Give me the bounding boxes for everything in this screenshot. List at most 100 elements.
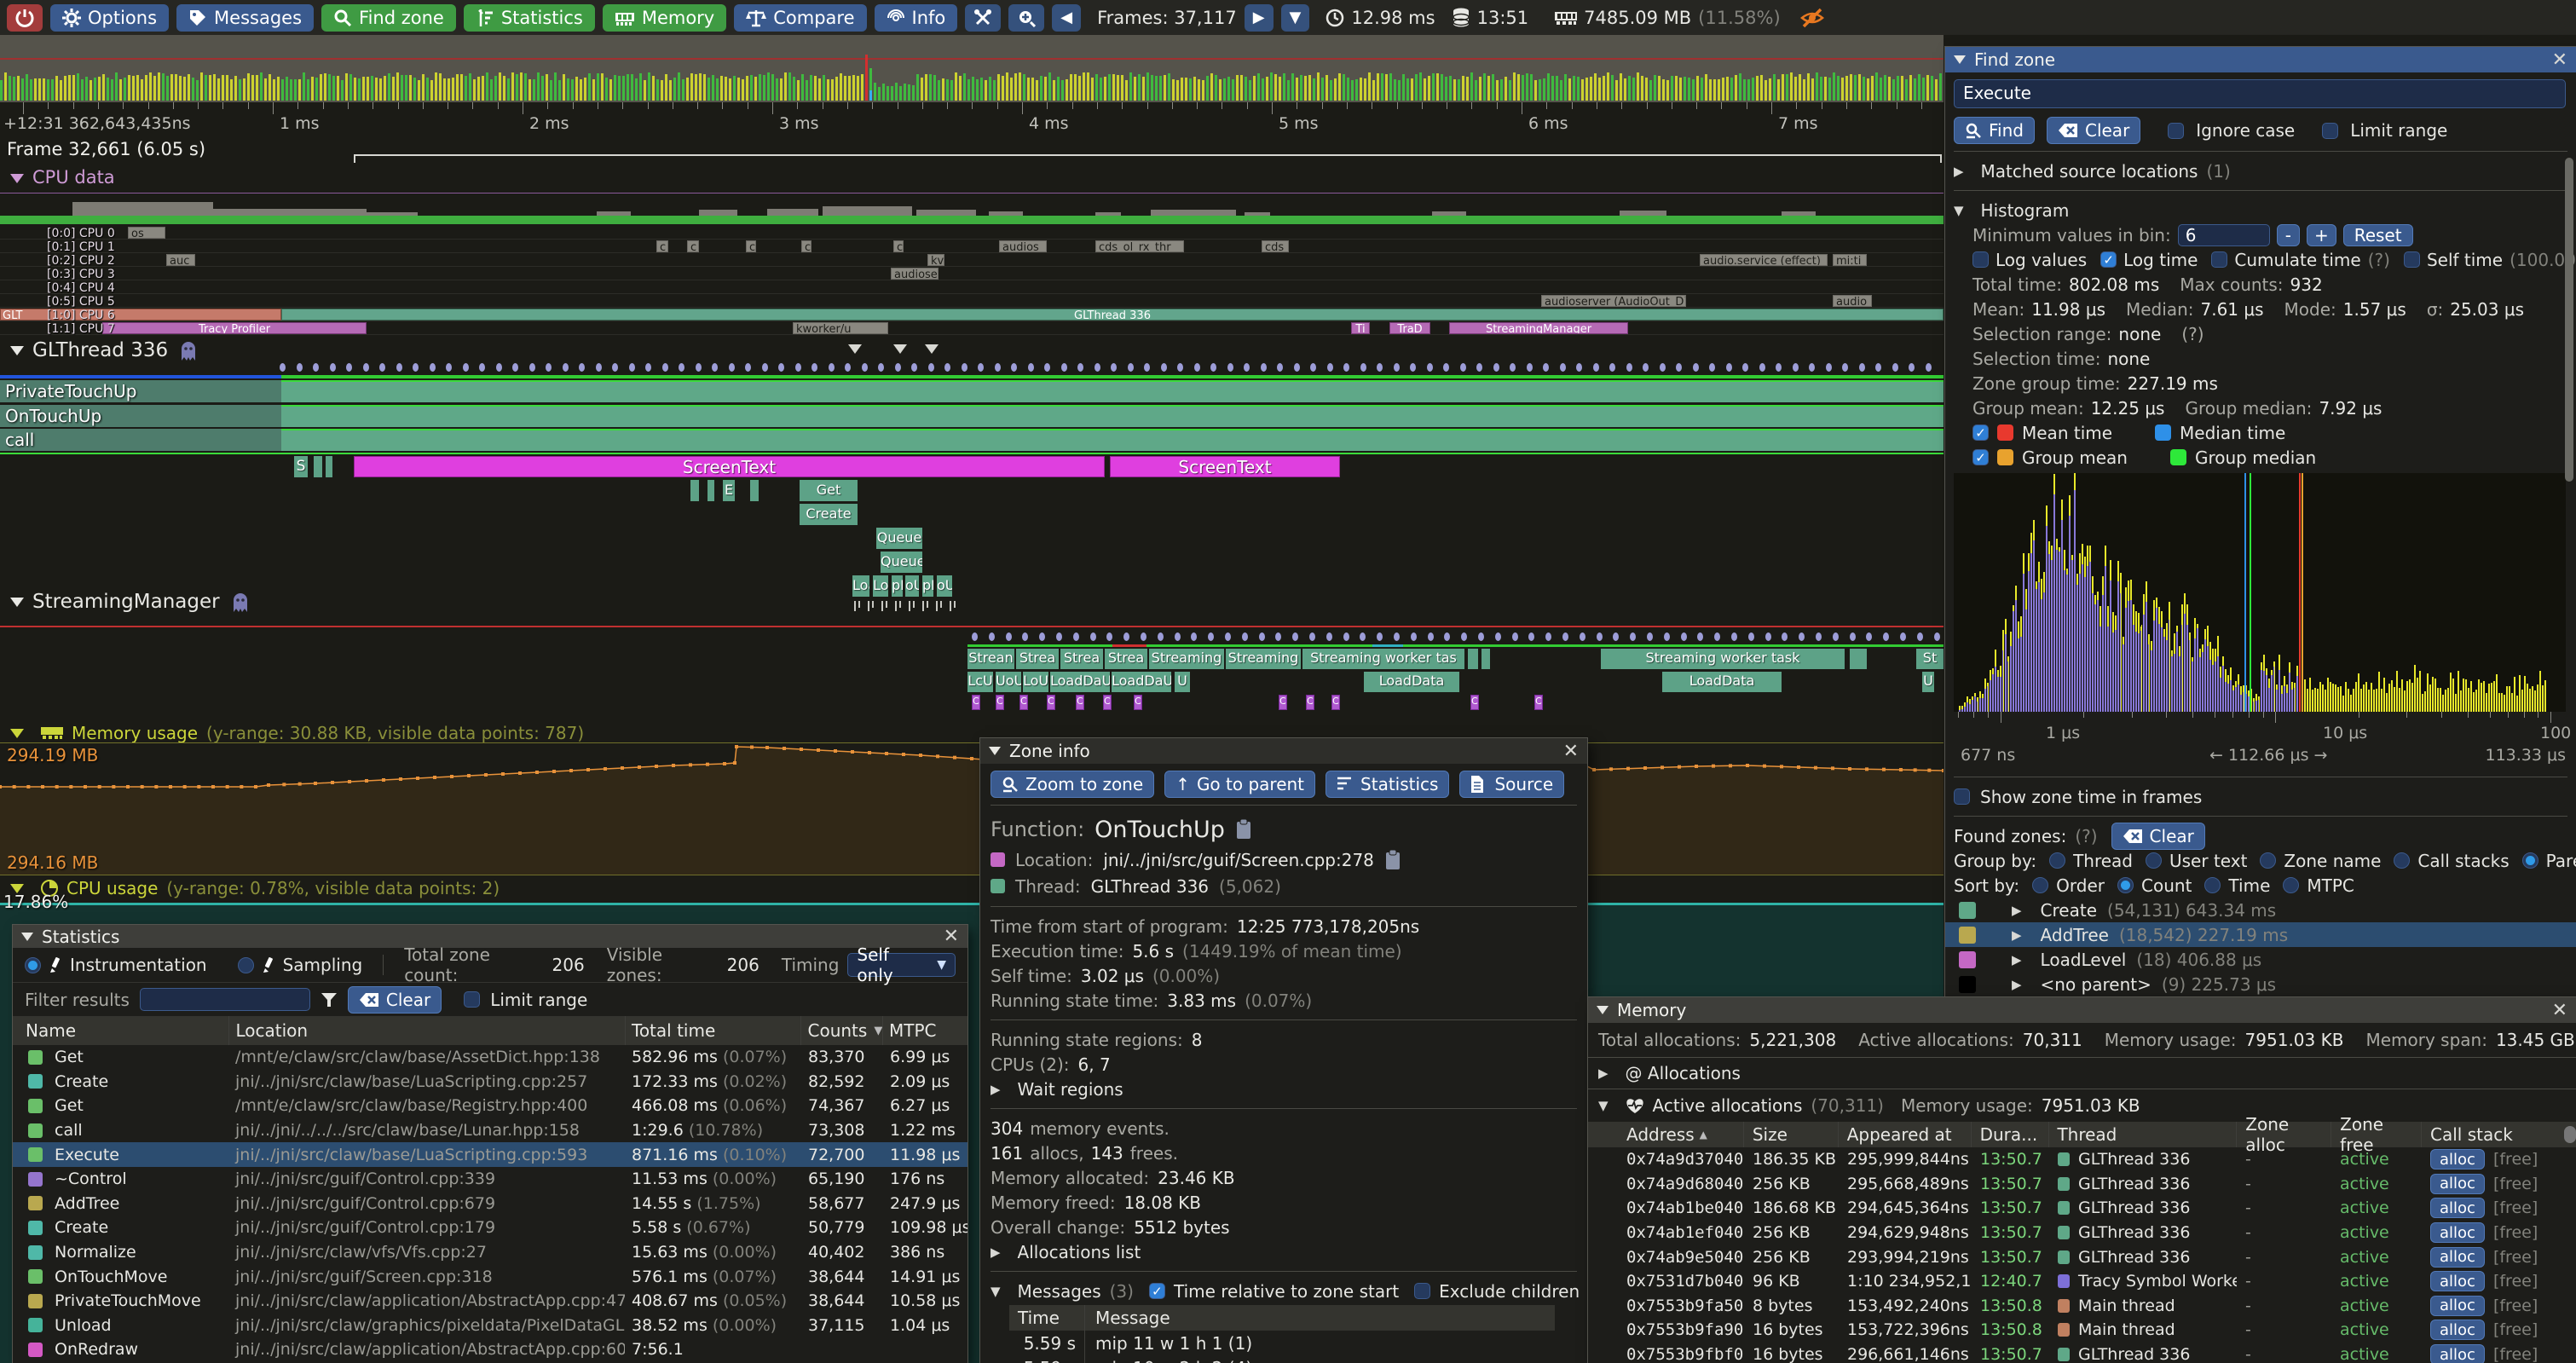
frame-bar[interactable] <box>209 75 211 101</box>
matched-source-locations[interactable]: ▶ Matched source locations (1) <box>1954 159 2567 183</box>
frame-bar[interactable] <box>1509 80 1511 101</box>
frame-bar[interactable] <box>1159 76 1162 101</box>
frame-bar[interactable] <box>1615 80 1618 101</box>
frame-bar[interactable] <box>1534 80 1537 101</box>
frame-bar[interactable] <box>648 72 650 101</box>
frame-bar[interactable] <box>1266 77 1268 101</box>
frame-bar[interactable] <box>1176 80 1179 101</box>
table-row[interactable]: call jni/../jni/../../../src/claw/base/Lu… <box>13 1118 967 1143</box>
frame-bar[interactable] <box>614 75 616 101</box>
frame-bar[interactable] <box>985 80 987 101</box>
message-dot-icon[interactable] <box>1461 632 1468 641</box>
frame-bar[interactable] <box>1287 80 1290 101</box>
frame-bar[interactable] <box>439 73 442 101</box>
frame-bar[interactable] <box>1492 74 1494 101</box>
message-dot-icon[interactable] <box>972 632 978 641</box>
frame-bar[interactable] <box>720 76 723 101</box>
message-dot-icon[interactable] <box>1089 632 1096 641</box>
frame-bar[interactable] <box>264 78 267 101</box>
frame-bar[interactable] <box>1146 72 1149 101</box>
zone-info-button-source[interactable]: Source <box>1459 771 1565 798</box>
glthread-header[interactable]: GLThread 336 <box>10 339 197 361</box>
frame-bar[interactable] <box>1871 76 1874 101</box>
toolbar-button-find-zone[interactable]: Find zone <box>321 3 456 32</box>
frame-bar[interactable] <box>324 73 326 101</box>
frame-bar[interactable] <box>1547 73 1550 101</box>
frame-bar[interactable] <box>575 77 578 101</box>
cpu-zone[interactable]: c <box>746 240 756 252</box>
frame-bar[interactable] <box>1918 74 1920 101</box>
frame-bar[interactable] <box>882 84 885 101</box>
frame-bar[interactable] <box>516 74 518 101</box>
cpu-zone[interactable]: c <box>893 240 904 252</box>
frame-bar[interactable] <box>60 80 62 101</box>
frame-bar[interactable] <box>328 74 331 101</box>
frame-bar[interactable] <box>1892 79 1895 101</box>
frame-bar[interactable] <box>55 76 58 101</box>
frame-bar[interactable] <box>1066 79 1068 101</box>
frame-bar[interactable] <box>767 72 770 101</box>
frame-bar[interactable] <box>1091 78 1094 101</box>
found-zone-group[interactable]: ▶ LoadLevel (18) 406.88 μs <box>1954 947 2567 972</box>
frame-bar[interactable] <box>1381 73 1383 101</box>
message-dot-icon[interactable] <box>512 363 518 372</box>
frame-bar[interactable] <box>848 76 851 101</box>
frame-bar[interactable] <box>1820 77 1822 101</box>
table-row[interactable]: Unload jni/../jni/src/claw/graphics/pixel… <box>13 1314 967 1338</box>
frame-bar[interactable] <box>1142 77 1145 101</box>
message-dot-icon[interactable] <box>280 363 286 372</box>
message-dot-icon[interactable] <box>1742 363 1748 372</box>
zone-nested[interactable]: Queue <box>876 528 922 549</box>
frame-bar[interactable] <box>413 78 416 101</box>
frame-bar[interactable] <box>1304 76 1307 101</box>
cpu-zone[interactable]: audiose <box>891 268 939 280</box>
frame-bar[interactable] <box>725 77 727 101</box>
streaming-zone-small[interactable]: C <box>1103 695 1112 710</box>
self-time-checkbox[interactable] <box>2403 251 2420 268</box>
message-dot-icon[interactable] <box>1592 363 1599 372</box>
streaming-zone[interactable]: Strean <box>967 649 1014 669</box>
frame-bar[interactable] <box>1155 76 1158 101</box>
frame-bar[interactable] <box>1603 76 1605 101</box>
frame-bar[interactable] <box>1675 76 1678 101</box>
frame-bar[interactable] <box>1705 74 1707 101</box>
frame-bar[interactable] <box>1134 77 1136 101</box>
frame-bar[interactable] <box>141 79 143 101</box>
message-dot-icon[interactable] <box>1626 363 1632 372</box>
frame-bar[interactable] <box>1875 72 1878 101</box>
frame-bar[interactable] <box>1837 76 1840 101</box>
message-dot-icon[interactable] <box>1260 363 1267 372</box>
frame-bar[interactable] <box>1138 74 1141 101</box>
frame-bar[interactable] <box>1517 74 1520 101</box>
allocation-row[interactable]: 0x7553b9fa50 8 bytes 153,492,240ns 13:50.8 M… <box>1588 1294 2576 1319</box>
frame-bar[interactable] <box>482 76 484 101</box>
streaming-header[interactable]: StreamingManager <box>10 591 249 613</box>
glthread-zone-muted[interactable] <box>0 429 281 451</box>
message-dot-icon[interactable] <box>579 363 585 372</box>
frame-bar[interactable] <box>1935 79 1938 101</box>
frame-bar[interactable] <box>1172 79 1175 101</box>
frame-bar[interactable] <box>1811 78 1814 101</box>
message-dot-icon[interactable] <box>1141 632 1146 641</box>
message-dot-icon[interactable] <box>1609 363 1615 372</box>
frame-bar[interactable] <box>1360 78 1362 101</box>
streaming-zone[interactable]: Strea <box>1105 649 1147 669</box>
message-dot-icon[interactable] <box>462 363 469 372</box>
show-zone-time-checkbox[interactable] <box>1954 788 1970 805</box>
frame-bar[interactable] <box>959 76 962 101</box>
cpu-zone[interactable]: audios <box>999 240 1047 252</box>
frame-bar[interactable] <box>256 75 258 101</box>
column-header-dura---[interactable]: Dura... <box>1972 1124 2048 1145</box>
frame-bar[interactable] <box>1777 79 1780 101</box>
glthread-zone[interactable] <box>281 380 1944 402</box>
find-button[interactable]: Find <box>1954 117 2035 144</box>
message-dot-icon[interactable] <box>1241 632 1248 641</box>
frame-bar[interactable] <box>196 80 199 101</box>
frame-bar[interactable] <box>337 76 339 101</box>
group-by-radio-zone-name[interactable] <box>2260 852 2277 869</box>
message-dot-icon[interactable] <box>1157 632 1164 641</box>
cpu-zone[interactable]: auc <box>166 254 195 266</box>
frame-bar[interactable] <box>554 72 557 101</box>
cpu-zone-purple[interactable]: Ti <box>1351 322 1370 334</box>
frame-bar[interactable] <box>1040 76 1043 101</box>
